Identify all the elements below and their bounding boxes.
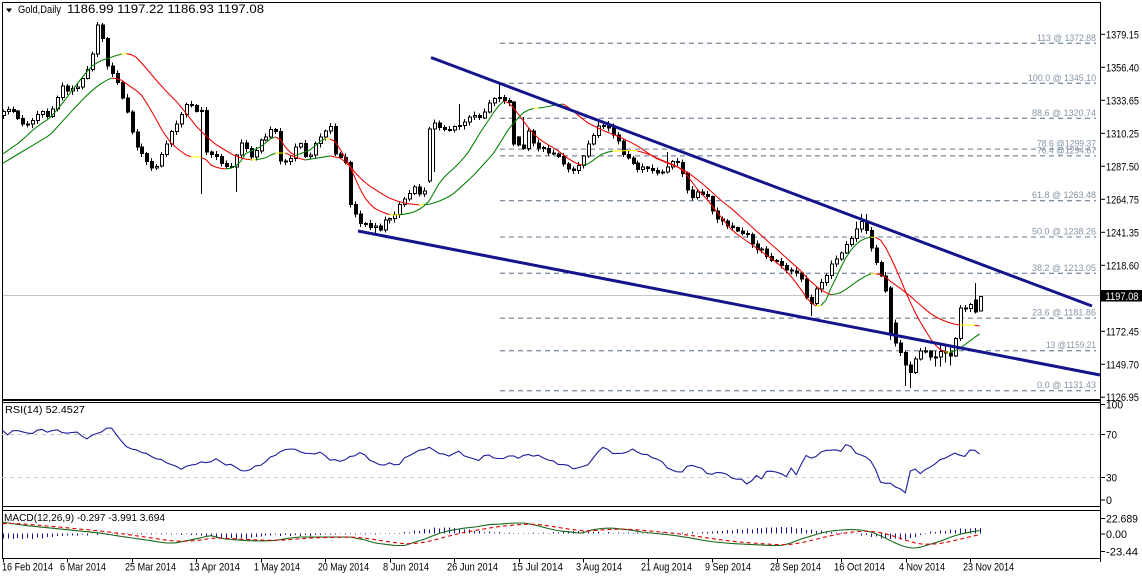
- svg-text:1333.65: 1333.65: [1106, 95, 1139, 107]
- svg-text:30: 30: [1106, 473, 1117, 485]
- svg-text:26 Jun 2014: 26 Jun 2014: [447, 562, 498, 574]
- svg-text:1310.25: 1310.25: [1106, 128, 1139, 140]
- svg-text:1186.99 1197.22 1186.93 1197.0: 1186.99 1197.22 1186.93 1197.08: [67, 4, 264, 16]
- svg-text:76.4 @1294.67: 76.4 @1294.67: [1037, 145, 1096, 156]
- svg-text:4 Nov 2014: 4 Nov 2014: [899, 562, 945, 574]
- svg-text:16 Feb 2014: 16 Feb 2014: [2, 562, 53, 574]
- svg-text:61.8 @ 1263.48: 61.8 @ 1263.48: [1032, 190, 1096, 201]
- svg-text:1264.75: 1264.75: [1106, 194, 1139, 206]
- svg-text:0: 0: [1106, 495, 1112, 507]
- svg-text:Gold,Daily: Gold,Daily: [18, 4, 61, 16]
- svg-text:1287.50: 1287.50: [1106, 161, 1139, 173]
- svg-text:13 @1159.21: 13 @1159.21: [1046, 340, 1096, 351]
- svg-text:16 Oct 2014: 16 Oct 2014: [834, 562, 885, 574]
- svg-text:21 Aug 2014: 21 Aug 2014: [641, 562, 692, 574]
- svg-text:23 Nov 2014: 23 Nov 2014: [963, 562, 1014, 574]
- svg-text:1149.70: 1149.70: [1106, 359, 1139, 371]
- svg-text:100: 100: [1106, 400, 1123, 412]
- svg-text:3 Aug 2014: 3 Aug 2014: [576, 562, 622, 574]
- svg-text:8 Jun 2014: 8 Jun 2014: [383, 562, 429, 574]
- svg-text:38.2 @ 1213.05: 38.2 @ 1213.05: [1032, 263, 1096, 274]
- svg-text:78.6 @1299.37: 78.6 @1299.37: [1037, 139, 1096, 150]
- svg-text:23.6 @ 1181.86: 23.6 @ 1181.86: [1032, 308, 1096, 319]
- svg-text:25 Mar 2014: 25 Mar 2014: [125, 562, 176, 574]
- svg-text:0.0 @ 1131.43: 0.0 @ 1131.43: [1037, 380, 1096, 391]
- svg-text:1172.45: 1172.45: [1106, 326, 1139, 338]
- svg-text:1218.60: 1218.60: [1106, 260, 1139, 272]
- svg-text:1197.08: 1197.08: [1106, 291, 1139, 303]
- svg-text:1241.35: 1241.35: [1106, 227, 1139, 239]
- svg-text:100.0 @ 1345.10: 100.0 @ 1345.10: [1028, 73, 1096, 84]
- svg-text:113 @ 1372.88: 113 @ 1372.88: [1037, 33, 1096, 44]
- svg-text:15 Jul 2014: 15 Jul 2014: [512, 562, 563, 574]
- svg-text:22.689: 22.689: [1106, 514, 1138, 526]
- svg-text:20 May 2014: 20 May 2014: [318, 562, 369, 574]
- svg-text:28 Sep 2014: 28 Sep 2014: [770, 562, 821, 574]
- svg-text:88.6 @ 1320.74: 88.6 @ 1320.74: [1032, 108, 1096, 119]
- svg-text:70: 70: [1106, 430, 1117, 442]
- svg-text:50.0 @ 1238.26: 50.0 @ 1238.26: [1032, 227, 1096, 238]
- svg-text:1356.40: 1356.40: [1106, 62, 1139, 74]
- svg-text:0.00: 0.00: [1106, 529, 1127, 541]
- svg-text:1379.15: 1379.15: [1106, 29, 1139, 41]
- svg-text:-23.44: -23.44: [1106, 547, 1138, 559]
- svg-text:1126.95: 1126.95: [1106, 392, 1139, 404]
- svg-text:9 Sep 2014: 9 Sep 2014: [705, 562, 751, 574]
- svg-text:13 Apr 2014: 13 Apr 2014: [189, 562, 240, 574]
- svg-text:MACD(12,26,9) -0.297 -3.991 3.: MACD(12,26,9) -0.297 -3.991 3.694: [4, 513, 165, 524]
- svg-text:RSI(14) 52.4527: RSI(14) 52.4527: [5, 405, 85, 416]
- svg-text:6 Mar 2014: 6 Mar 2014: [60, 562, 106, 574]
- svg-text:1 May 2014: 1 May 2014: [254, 562, 300, 574]
